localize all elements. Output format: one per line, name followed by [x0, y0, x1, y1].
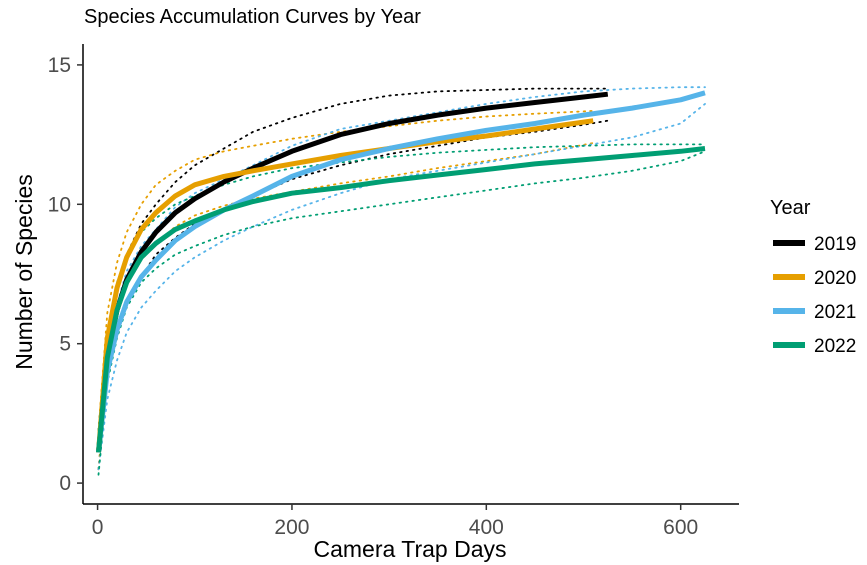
series-2021-ci-lower — [97, 103, 706, 471]
x-tick-label: 600 — [663, 516, 698, 539]
x-tick-label: 200 — [274, 516, 309, 539]
legend-item-2019: 2019 — [773, 234, 856, 255]
y-tick-label: 5 — [59, 333, 71, 356]
legend-items: 2019 2020 2021 2022 — [773, 234, 856, 357]
series-2019-ci-upper — [97, 87, 609, 431]
series-2022-ci-upper — [97, 143, 706, 431]
series-2020-ci-upper — [97, 110, 595, 431]
y-axis-title: Number of Species — [11, 174, 37, 370]
x-tick-label: 0 — [92, 516, 104, 539]
legend-item-2020: 2020 — [773, 268, 856, 289]
legend-label: 2021 — [814, 302, 856, 323]
axis-ticks: 0 200 400 600 0 5 10 15 — [48, 54, 699, 539]
legend-item-2022: 2022 — [773, 336, 856, 357]
legend-label: 2019 — [814, 234, 856, 255]
y-tick-label: 10 — [48, 193, 71, 216]
series-2019-ci-lower — [97, 119, 609, 471]
series-2020-ci-lower — [97, 142, 595, 471]
series-2022-ci-lower — [97, 150, 706, 476]
series-line-2022 — [96, 146, 706, 453]
axes — [82, 44, 739, 505]
series-line-2021 — [96, 90, 706, 453]
y-tick-label: 0 — [59, 472, 71, 495]
y-tick-label: 15 — [48, 54, 71, 77]
series-lines — [96, 90, 706, 453]
legend-item-2021: 2021 — [773, 302, 856, 323]
x-axis-title: Camera Trap Days — [313, 536, 506, 562]
legend-label: 2022 — [814, 336, 856, 357]
legend: Year 2019 2020 2021 2022 — [770, 197, 856, 357]
chart-title: Species Accumulation Curves by Year — [84, 6, 421, 28]
x-tick-label: 400 — [469, 516, 504, 539]
legend-label: 2020 — [814, 268, 856, 289]
legend-title: Year — [770, 197, 811, 219]
series-2021-ci-upper — [97, 86, 706, 431]
series-line-2020 — [96, 118, 594, 453]
